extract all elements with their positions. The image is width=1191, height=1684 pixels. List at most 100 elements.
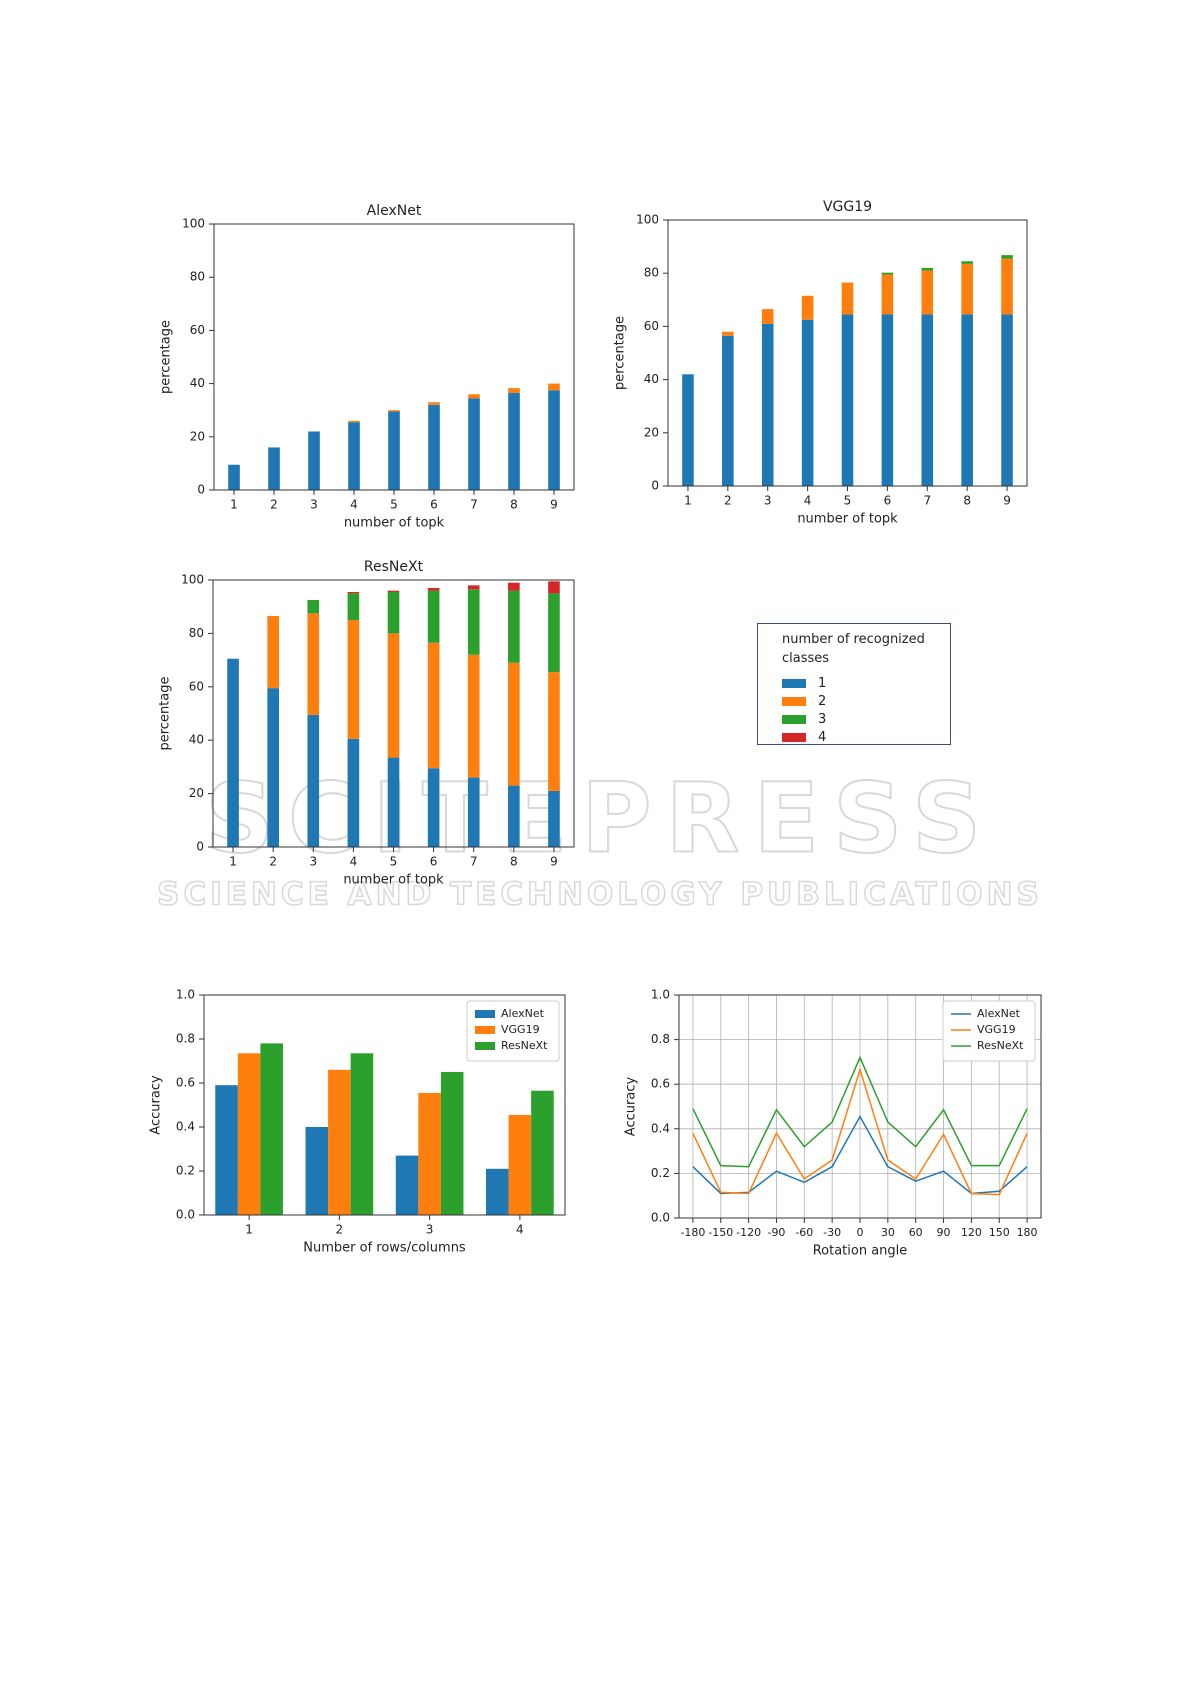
legend: number of recognized classes 1 2 3 4 (757, 623, 951, 745)
chart-title: ResNeXt (364, 559, 424, 575)
line (692, 1067, 1028, 1196)
bar-segment (1001, 314, 1013, 486)
x-axis-label: number of topk (344, 516, 445, 531)
chart-title: AlexNet (367, 203, 422, 219)
x-tick-label: 1 (684, 494, 692, 508)
plot-frame (667, 219, 1028, 487)
x-tick-label: 2 (724, 494, 732, 508)
legend-title: number of recognized classes (782, 632, 925, 666)
y-tick-label: 0 (197, 483, 205, 497)
x-tick-label: 3 (426, 1223, 434, 1237)
bar-segment (921, 270, 934, 315)
watermark-title: SCITEPRESS (205, 762, 995, 874)
bar-segment (307, 600, 320, 614)
y-tick-label: 60 (190, 323, 205, 337)
bar-segment (881, 314, 894, 486)
bar-segment (961, 261, 973, 264)
x-tick-label: 7 (470, 498, 478, 512)
y-tick-label: 20 (644, 425, 659, 439)
y-tick-label: 100 (636, 213, 659, 227)
y-tick-label: 60 (189, 679, 204, 693)
bar (486, 1168, 509, 1215)
bar-segment (548, 593, 560, 673)
bar-segment (347, 593, 360, 621)
bar-segment (427, 588, 440, 591)
x-tick-label: -150 (708, 1226, 733, 1239)
bar-segment (508, 392, 520, 490)
bar-segment (347, 592, 360, 594)
bar-segment (467, 654, 480, 778)
chart-title: VGG19 (823, 199, 872, 215)
bar-segment (761, 309, 774, 324)
bar-segment (508, 590, 520, 663)
bar (328, 1069, 351, 1215)
plot-frame (678, 994, 1042, 1219)
bar (418, 1092, 441, 1215)
bar-segment (801, 295, 814, 320)
x-tick-label: 7 (470, 855, 478, 869)
bar-segment (428, 402, 440, 405)
bar-segment (227, 658, 239, 847)
bar (215, 1085, 238, 1215)
bar-segment (548, 390, 560, 490)
bar-segment (228, 464, 240, 490)
bar (395, 1155, 419, 1215)
bar (531, 1090, 554, 1215)
y-tick-label: 20 (190, 429, 205, 443)
bar-segment (1001, 258, 1013, 315)
bar-segment (841, 314, 854, 486)
x-tick-label: 8 (963, 494, 971, 508)
legend-swatch (475, 1026, 495, 1034)
bar-segment (427, 768, 440, 847)
x-tick-label: 2 (336, 1223, 344, 1237)
bar-segment (268, 447, 280, 490)
y-tick-label: 1.0 (176, 988, 195, 1002)
x-tick-label: 150 (989, 1226, 1010, 1239)
bar (305, 1127, 329, 1215)
x-tick-label: -120 (736, 1226, 761, 1239)
bar (350, 1053, 374, 1215)
bar-segment (427, 642, 440, 769)
x-tick-label: 30 (881, 1226, 895, 1239)
bar-segment (548, 383, 560, 391)
bar-segment (467, 589, 480, 655)
x-tick-label: 3 (310, 498, 318, 512)
y-tick-label: 0.8 (651, 1032, 670, 1046)
legend-entry: 1 (782, 674, 940, 692)
x-tick-label: 1 (230, 498, 238, 512)
y-axis-label: percentage (613, 316, 628, 390)
bar-segment (508, 388, 520, 393)
bar-segment (387, 633, 400, 758)
bar-segment (468, 394, 480, 399)
bar-segment (307, 613, 320, 715)
watermark-subtitle: SCIENCE AND TECHNOLOGY PUBLICATIONS (157, 877, 1043, 913)
bar-segment (347, 620, 360, 739)
y-tick-label: 100 (181, 573, 204, 587)
y-tick-label: 80 (644, 266, 659, 280)
bar-segment (881, 274, 894, 315)
legend-entry: 3 (782, 710, 940, 728)
legend-label: AlexNet (977, 1007, 1021, 1020)
bar-segment (387, 757, 400, 847)
x-tick-label: 180 (1017, 1226, 1038, 1239)
x-axis-label: Rotation angle (813, 1244, 908, 1259)
x-tick-label: 0 (857, 1226, 864, 1239)
y-tick-label: 0.2 (651, 1166, 670, 1180)
bar-segment (348, 422, 360, 490)
legend-label: 4 (818, 729, 827, 745)
y-axis-label: percentage (158, 676, 173, 750)
bar-segment (347, 738, 360, 847)
bar-segment (682, 374, 694, 486)
y-tick-label: 80 (190, 270, 205, 284)
x-tick-label: 6 (884, 494, 892, 508)
x-tick-label: 3 (309, 855, 317, 869)
bar-segment (921, 314, 934, 486)
x-axis-label: Number of rows/columns (303, 1241, 466, 1256)
bar-segment (841, 282, 854, 315)
y-tick-label: 0.4 (651, 1121, 670, 1135)
legend-label: 1 (818, 675, 827, 691)
bar (440, 1072, 464, 1215)
x-tick-label: 120 (961, 1226, 982, 1239)
plot-frame (212, 579, 575, 848)
